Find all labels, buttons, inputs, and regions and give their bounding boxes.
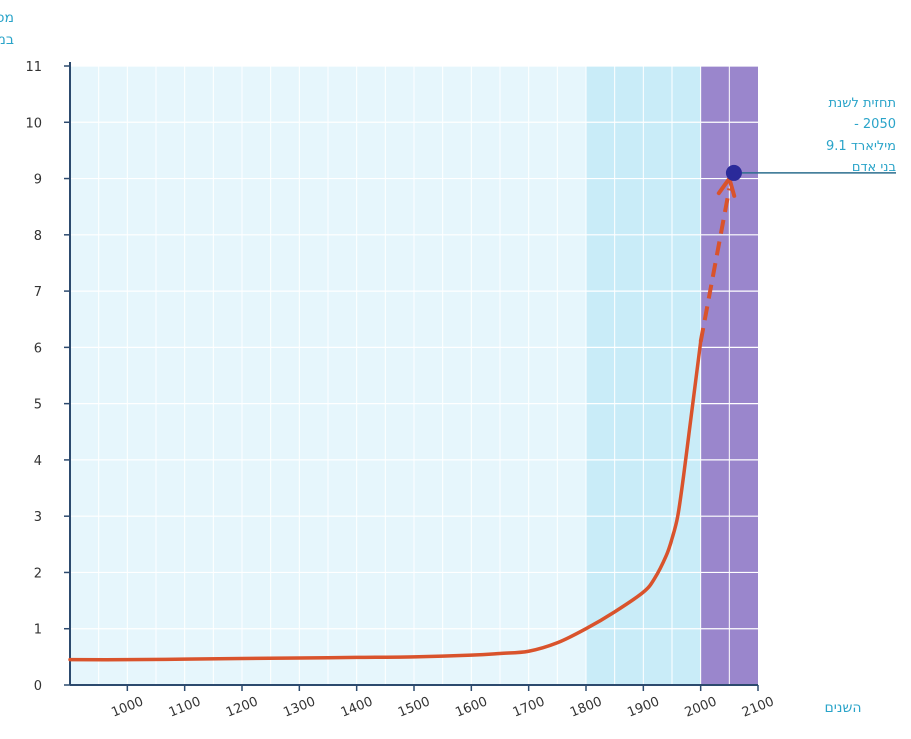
y-tick-label-0: 0 (34, 679, 42, 694)
y-axis-label-line-1: מס' בני האדם (0, 10, 14, 26)
annotation-line-2: - 2050 (854, 117, 896, 132)
projection-point (725, 164, 742, 181)
y-axis-label-line-2: במיליארדים (0, 32, 14, 48)
x-tick-label-1300: 1300 (281, 694, 317, 720)
y-tick-label-5: 5 (34, 398, 42, 413)
x-axis-label: השנים (824, 700, 861, 716)
x-tick-label-2100: 2100 (740, 694, 776, 720)
y-tick-label-8: 8 (34, 229, 42, 244)
x-tick-label-1100: 1100 (167, 694, 203, 720)
y-tick-label-3: 3 (34, 510, 42, 525)
grid-layer (70, 65, 758, 686)
x-tick-label-1500: 1500 (396, 694, 432, 720)
x-tick-label-1000: 1000 (109, 694, 145, 720)
y-tick-label-4: 4 (34, 454, 42, 469)
x-tick-label-1200: 1200 (224, 694, 260, 720)
y-tick-label-10: 10 (25, 116, 42, 131)
y-tick-label-2: 2 (34, 566, 42, 581)
y-tick-label-7: 7 (34, 285, 42, 300)
x-tick-label-1700: 1700 (511, 694, 547, 720)
x-tick-label-1900: 1900 (625, 694, 661, 720)
projection-annotation: תחזית לשנת - 2050 9.1 מיליארד בני אדם (826, 96, 896, 175)
x-tick-label-1600: 1600 (453, 694, 489, 720)
annotation-line-3: 9.1 מיליארד (826, 139, 896, 154)
x-tick-label-2000: 2000 (683, 694, 719, 720)
y-tick-label-11: 11 (25, 60, 42, 75)
y-tick-label-6: 6 (34, 341, 42, 356)
series-layer (68, 164, 896, 662)
x-tick-label-1400: 1400 (339, 694, 375, 720)
population-history-line (68, 339, 703, 662)
annotation-line-4: בני אדם (852, 160, 896, 175)
annotation-line-1: תחזית לשנת (829, 96, 896, 111)
y-tick-label-1: 1 (34, 623, 42, 638)
projection-dashed-line (698, 188, 732, 343)
y-tick-label-9: 9 (34, 173, 42, 188)
x-tick-label-1800: 1800 (568, 694, 604, 720)
